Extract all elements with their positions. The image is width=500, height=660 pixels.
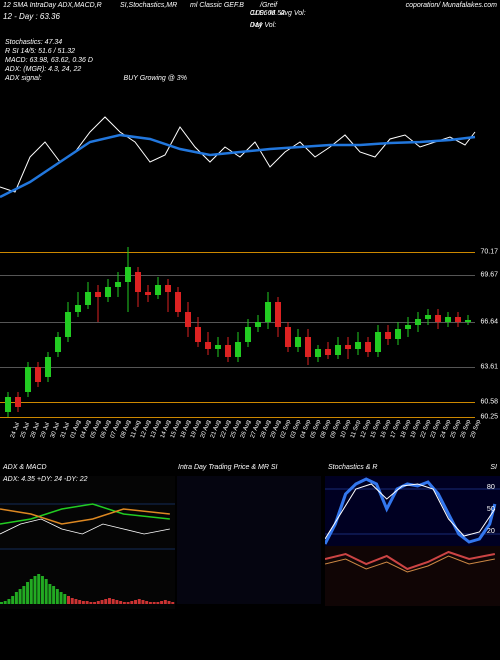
candlestick-chart: 70.17 69.67 66.64 63.61 60.58 60.25 — [0, 237, 500, 432]
header-mid1: SI,Stochastics,MR — [120, 2, 177, 9]
price-level-label: 69.67 — [480, 272, 498, 279]
adx-panel-sub: ADX: 4.35 +DY: 24 -DY: 22 — [3, 476, 88, 483]
adx-signal-label: ADX signal: — [5, 75, 42, 82]
avg-vol-value: 0.006 M — [250, 10, 275, 17]
intra-panel-title: Intra Day Trading Price & MR SI — [178, 464, 277, 471]
x-axis-labels: 24 Jul25 Jul28 Jul29 Jul30 Jul31 Jul01 A… — [0, 432, 500, 462]
svg-text:20: 20 — [487, 528, 495, 536]
header-mid3: /Greif — [260, 2, 277, 9]
main-line-chart — [0, 87, 500, 232]
price-level-label: 60.25 — [480, 414, 498, 421]
macd-line: MACD: 63.98, 63.62, 0.36 D — [5, 56, 495, 65]
stoch-panel: Stochastics & R SI 80 50 20 — [325, 464, 500, 609]
price-level-label: 70.17 — [480, 249, 498, 256]
header-top-right: coporation/ Munafalakes.com — [406, 2, 497, 9]
header-12day: 12 - Day : 63.36 — [3, 12, 60, 21]
header-top-left: 12 SMA IntraDay ADX,MACD,R — [3, 2, 102, 9]
svg-text:50: 50 — [487, 506, 495, 514]
stoch-line: Stochastics: 47.34 — [5, 38, 495, 47]
sub-panels: ADX & MACD ADX: 4.35 +DY: 24 -DY: 22 Int… — [0, 464, 500, 609]
day-vol-value: 0 M — [250, 22, 262, 29]
adx-macd-panel: ADX & MACD ADX: 4.35 +DY: 24 -DY: 22 — [0, 464, 175, 609]
chart-header: 12 SMA IntraDay ADX,MACD,R SI,Stochastic… — [0, 0, 500, 36]
stoch-panel-title: Stochastics & R — [328, 464, 377, 471]
header-mid2: ml Classic GEF.B — [190, 2, 244, 9]
svg-text:80: 80 — [487, 484, 495, 492]
price-level-label: 66.64 — [480, 319, 498, 326]
indicators-block: Stochastics: 47.34 R SI 14/5: 51.6 / 51.… — [0, 36, 500, 85]
price-level-label: 60.58 — [480, 399, 498, 406]
stoch-panel-title2: SI — [490, 464, 497, 471]
adx-line: ADX: (MGR): 4.3, 24, 22 — [5, 65, 495, 74]
adx-signal-value: BUY Growing @ 3% — [124, 75, 187, 82]
avg-vol-label: Avg Vol: — [280, 10, 306, 17]
price-level-label: 63.61 — [480, 364, 498, 371]
intra-panel: Intra Day Trading Price & MR SI — [175, 464, 325, 609]
rsi-line: R SI 14/5: 51.6 / 51.32 — [5, 47, 495, 56]
adx-panel-title: ADX & MACD — [3, 464, 47, 471]
